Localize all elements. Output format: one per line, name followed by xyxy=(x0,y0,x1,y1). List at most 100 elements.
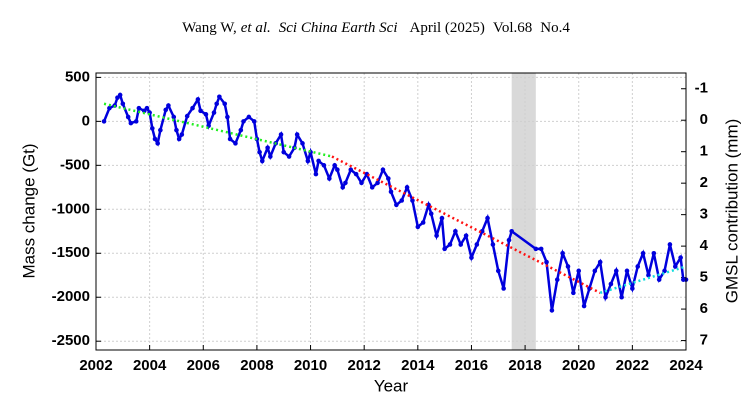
data-point xyxy=(646,272,651,278)
data-point xyxy=(120,101,126,107)
y2-tick-label: 4 xyxy=(700,237,709,254)
data-point xyxy=(404,185,410,190)
x-tick-label: 2010 xyxy=(294,357,327,374)
data-point xyxy=(386,176,391,181)
data-point xyxy=(251,119,257,124)
y2-tick-label: 1 xyxy=(700,143,708,160)
data-point xyxy=(176,136,182,142)
data-point xyxy=(316,158,321,164)
data-point xyxy=(166,103,171,108)
data-point xyxy=(158,127,163,133)
y-tick-label: 0 xyxy=(82,112,90,129)
data-point xyxy=(576,268,582,274)
y2-tick-label: 2 xyxy=(700,174,708,191)
data-point xyxy=(171,114,177,120)
x-tick-label: 2014 xyxy=(401,357,435,374)
data-point xyxy=(434,233,439,238)
data-point xyxy=(203,112,209,117)
data-point xyxy=(469,255,474,260)
x-tick-label: 2002 xyxy=(79,357,112,374)
volume: Vol.68 xyxy=(492,20,533,36)
data-point xyxy=(608,281,614,287)
data-point xyxy=(630,286,635,291)
y2-tick-label: 0 xyxy=(700,111,708,128)
y-tick-label: -500 xyxy=(60,156,90,173)
data-point xyxy=(581,303,587,309)
data-point xyxy=(624,268,630,274)
data-point xyxy=(300,141,305,146)
data-point xyxy=(560,250,565,256)
data-point xyxy=(479,228,485,234)
data-point xyxy=(485,215,490,221)
data-point xyxy=(509,228,514,234)
data-point xyxy=(549,308,555,313)
header: Wang W, et al. Sci China Earth Sci April (2… xyxy=(0,20,752,37)
data-point xyxy=(495,268,501,274)
data-point xyxy=(463,233,469,238)
data-point xyxy=(533,246,539,252)
data-point xyxy=(388,189,394,195)
authors: Wang W, xyxy=(182,20,237,36)
data-point xyxy=(613,268,619,274)
y-axis-label: Mass change (Gt) xyxy=(19,143,38,278)
data-point xyxy=(571,290,576,296)
data-point xyxy=(428,211,434,216)
journal: Sci China Earth Sci xyxy=(278,20,398,36)
y2-tick-label: 3 xyxy=(700,206,708,223)
etal: et al. xyxy=(240,20,271,36)
data-point xyxy=(415,224,421,230)
data-point xyxy=(313,171,319,177)
data-point xyxy=(474,242,480,247)
y-tick-label: 500 xyxy=(65,68,90,85)
data-point xyxy=(619,294,624,300)
y-tick-label: -1500 xyxy=(52,244,90,261)
trend-line xyxy=(103,102,333,158)
data-point xyxy=(238,127,244,133)
x-tick-label: 2018 xyxy=(508,357,541,374)
x-tick-label: 2006 xyxy=(187,357,220,374)
trend-line xyxy=(331,155,601,294)
data-point xyxy=(332,163,337,168)
data-point xyxy=(678,255,683,260)
data-point xyxy=(214,101,219,107)
y-tick-label: -1000 xyxy=(52,200,90,217)
data-point xyxy=(117,92,123,98)
x-tick-label: 2004 xyxy=(133,357,167,374)
data-point xyxy=(375,180,380,186)
data-point xyxy=(152,136,158,142)
data-point xyxy=(490,242,496,247)
data-point xyxy=(343,180,348,186)
y2-axis-label: GMSL contribution (mm) xyxy=(722,119,741,304)
data-point xyxy=(128,120,134,126)
data-point xyxy=(603,294,608,300)
data-point xyxy=(125,114,131,120)
data-point xyxy=(587,286,592,291)
data-point xyxy=(190,105,195,111)
x-axis-label: Year xyxy=(374,376,409,395)
data-point xyxy=(442,246,447,252)
data-point xyxy=(399,198,405,203)
data-point xyxy=(198,108,203,114)
data-point xyxy=(554,277,560,282)
data-point xyxy=(439,215,445,221)
data-point xyxy=(265,145,270,151)
x-tick-label: 2008 xyxy=(240,357,273,374)
y-tick-label: -2500 xyxy=(52,332,90,349)
data-point xyxy=(233,141,238,146)
data-point xyxy=(222,101,228,107)
data-point xyxy=(259,158,265,164)
data-point xyxy=(353,171,359,177)
data-point xyxy=(662,268,667,274)
data-point xyxy=(217,94,222,100)
y2-tick-label: 6 xyxy=(700,300,708,317)
number: No.4 xyxy=(540,20,570,36)
data-point xyxy=(107,105,112,111)
data-point xyxy=(150,126,155,131)
data-point xyxy=(667,242,673,247)
data-point xyxy=(225,114,230,120)
shaded-span xyxy=(511,73,536,350)
x-tick-label: 2022 xyxy=(616,357,649,374)
data-point xyxy=(163,107,169,113)
data-point xyxy=(136,105,142,111)
